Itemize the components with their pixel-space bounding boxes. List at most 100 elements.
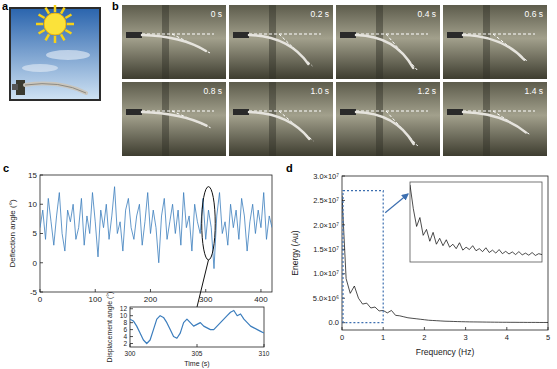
sun-ray xyxy=(61,34,65,40)
y-tick xyxy=(342,200,345,201)
y-tick-label: 2 xyxy=(123,340,127,347)
photo-frame xyxy=(122,82,226,156)
photo-frame xyxy=(336,82,440,156)
sun-ray xyxy=(54,36,57,43)
y-tick xyxy=(40,262,43,263)
clamp xyxy=(340,32,356,38)
y-tick-label: 4 xyxy=(123,333,127,340)
sun-ray xyxy=(65,15,71,19)
y-tick xyxy=(40,175,43,176)
y-tick xyxy=(130,343,133,344)
sky-window xyxy=(10,8,100,100)
frame-time: 0 s xyxy=(211,9,222,19)
y-tick-label: 0 xyxy=(33,259,38,268)
photo-frame xyxy=(336,5,440,79)
leaf xyxy=(463,112,526,132)
x-tick xyxy=(506,327,507,330)
reference-line xyxy=(463,34,535,35)
photo-frame xyxy=(229,82,333,156)
sun-ray xyxy=(67,23,74,26)
y-tick-label: 10 xyxy=(120,312,128,319)
y-tick-label: 2.0×10⁷ xyxy=(313,221,339,230)
leaf-edge xyxy=(25,84,86,93)
x-tick-label: 100 xyxy=(89,295,103,304)
clamp xyxy=(126,32,142,38)
background-pole xyxy=(376,5,383,79)
sun xyxy=(44,13,66,35)
background-pole xyxy=(483,82,490,156)
leaf xyxy=(142,112,207,126)
y-tick xyxy=(130,329,133,330)
y-tick-label: 6 xyxy=(123,326,127,333)
y-tick-label: 10 xyxy=(28,200,37,209)
clamp xyxy=(126,109,142,115)
reference-line xyxy=(463,111,535,112)
frame-time: 1.2 s xyxy=(418,86,436,96)
x-tick-label: 4 xyxy=(505,333,509,342)
x-tick xyxy=(548,327,549,330)
sun-ray xyxy=(46,34,50,40)
leaf xyxy=(356,35,413,68)
frame-time: 1.0 s xyxy=(311,86,329,96)
y-tick-label: 5 xyxy=(33,229,38,238)
clamp xyxy=(447,32,463,38)
x-tick-label: 0 xyxy=(340,333,344,342)
leaf xyxy=(356,112,414,144)
x-tick-label: 300 xyxy=(125,350,136,357)
zoom-arrow xyxy=(385,194,408,213)
plot-2: 0123450.05.0×10⁶1.0×10⁷1.5×10⁷2.0×10⁷2.5… xyxy=(290,172,550,357)
data-group xyxy=(130,310,264,343)
photo-frame xyxy=(443,82,547,156)
frame-time: 0.2 s xyxy=(311,9,329,19)
y-axis-label: Displacement angle (°) xyxy=(106,292,114,363)
y-tick xyxy=(130,336,133,337)
y-tick-label: 15 xyxy=(28,171,37,180)
background-pole xyxy=(483,5,490,79)
reference-line xyxy=(249,34,321,35)
frame-time: 1.4 s xyxy=(525,86,543,96)
x-tick-label: 3 xyxy=(464,333,468,342)
data-line xyxy=(410,185,542,256)
x-tick xyxy=(342,327,343,330)
frame-time: 0.6 s xyxy=(525,9,543,19)
x-tick-label: 0 xyxy=(38,295,43,304)
figure: abcd0 s0.2 s0.4 s0.6 s0.8 s1.0 s1.2 s1.4… xyxy=(0,0,557,369)
x-tick-label: 305 xyxy=(192,350,203,357)
sun-ray xyxy=(36,23,43,26)
reference-line xyxy=(356,111,428,112)
y-tick-label: 8 xyxy=(123,319,127,326)
leaf xyxy=(142,35,206,51)
zoom-connector xyxy=(197,260,208,307)
y-tick-label: -5 xyxy=(30,288,38,297)
plot-1: 30030531024681012Time (s)Displacement an… xyxy=(106,292,270,368)
sun-ray xyxy=(39,30,45,34)
y-tick-label: 1.0×10⁷ xyxy=(313,269,339,278)
panel-label: c xyxy=(3,162,9,174)
leaf xyxy=(463,35,524,60)
x-tick xyxy=(205,289,206,292)
sun-ray xyxy=(46,8,50,14)
leaf xyxy=(25,84,86,93)
plot-frame xyxy=(130,307,264,347)
y-tick xyxy=(130,308,133,309)
data-line xyxy=(130,310,264,343)
frame-time: 0.4 s xyxy=(418,9,436,19)
clamp xyxy=(340,109,356,115)
plot-3 xyxy=(410,182,542,262)
data-line xyxy=(40,187,272,269)
x-tick xyxy=(40,289,41,292)
sun-ray xyxy=(54,5,57,12)
plot-0: 0100200300400-5051015Deflection angle (°… xyxy=(8,171,272,304)
panel-label: d xyxy=(286,162,293,174)
clamp xyxy=(233,109,249,115)
y-tick-label: 3.0×10⁷ xyxy=(313,172,339,181)
background-pole xyxy=(269,82,276,156)
y-tick-label: 0.0 xyxy=(329,318,339,327)
x-tick xyxy=(264,344,265,347)
background-pole xyxy=(376,82,383,156)
x-tick xyxy=(95,289,96,292)
photo-frame xyxy=(122,5,226,79)
x-axis-label: Frequency (Hz) xyxy=(416,347,475,357)
y-axis-label: Energy (Au) xyxy=(290,230,300,276)
leaf xyxy=(249,35,308,64)
